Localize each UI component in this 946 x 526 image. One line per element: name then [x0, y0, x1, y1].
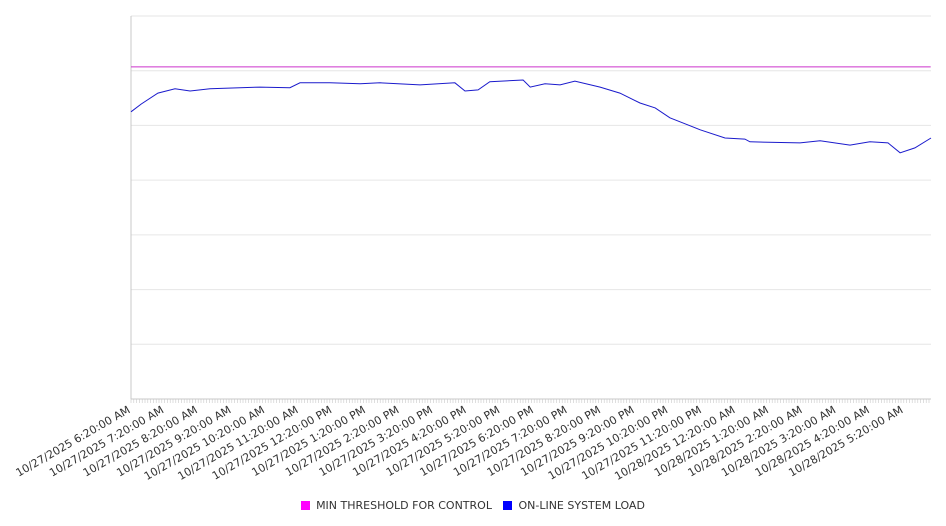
legend-label-load: ON-LINE SYSTEM LOAD: [518, 499, 645, 512]
legend-item-threshold[interactable]: MIN THRESHOLD FOR CONTROL: [301, 499, 492, 512]
legend-item-load[interactable]: ON-LINE SYSTEM LOAD: [503, 499, 645, 512]
legend: MIN THRESHOLD FOR CONTROL ON-LINE SYSTEM…: [0, 499, 946, 513]
legend-swatch-threshold: [301, 501, 311, 510]
legend-label-threshold: MIN THRESHOLD FOR CONTROL: [316, 499, 492, 512]
legend-swatch-load: [503, 501, 513, 510]
series-line-system-load: [130, 79, 932, 154]
